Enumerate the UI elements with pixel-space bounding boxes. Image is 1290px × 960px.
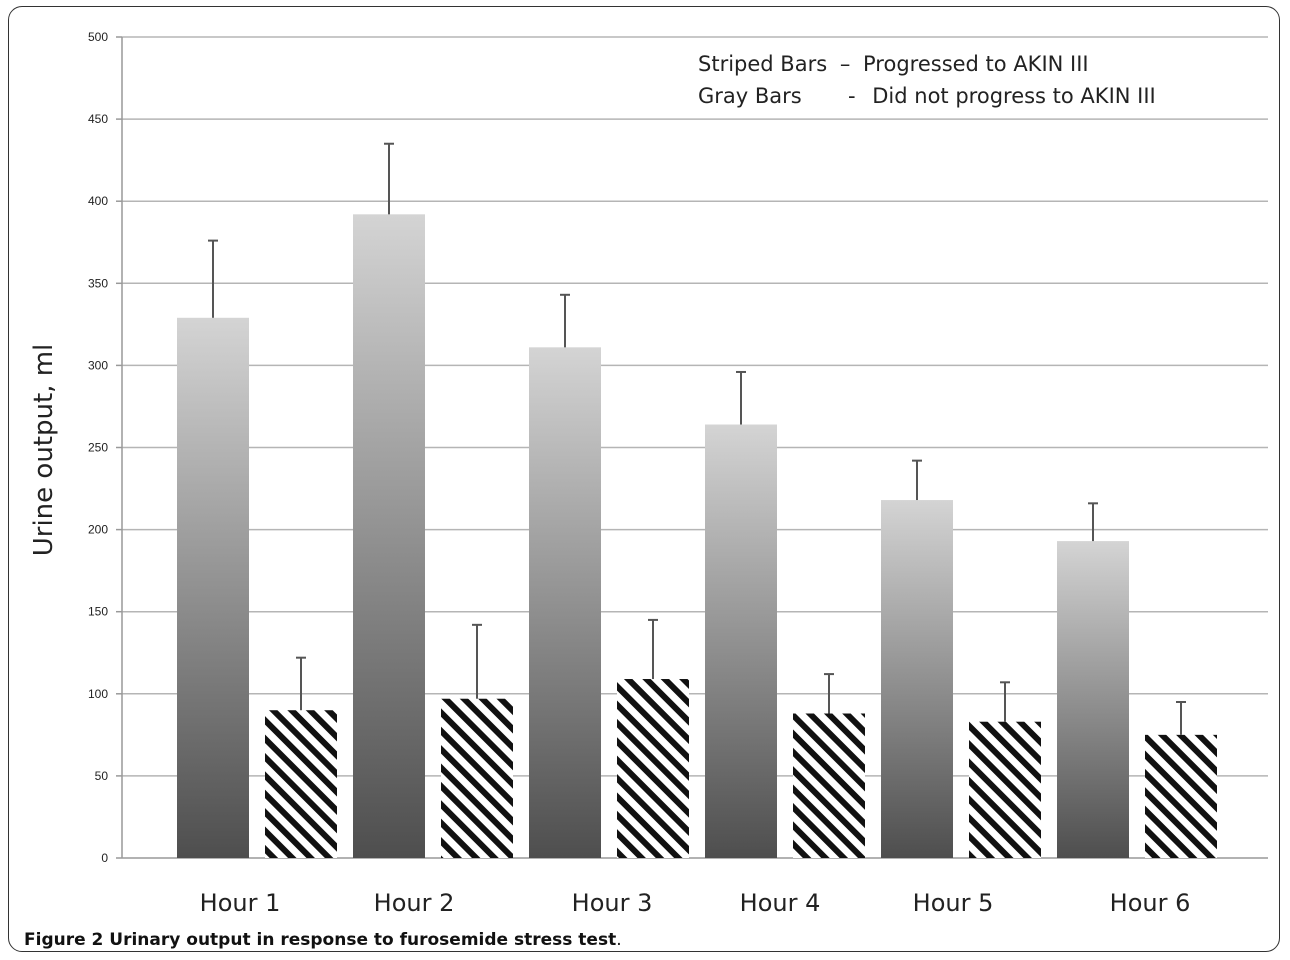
x-category-label-5: Hour 5 <box>913 889 994 917</box>
bar-gray-gradient-6 <box>1057 541 1129 858</box>
bar-gray-gradient-4 <box>705 424 777 858</box>
error-bars <box>208 142 1186 735</box>
y-tick-label-400: 400 <box>88 194 108 208</box>
y-tick-label-300: 300 <box>88 358 108 372</box>
legend-line-striped: Striped Bars – Progressed to AKIN III <box>698 52 1089 76</box>
y-tick-label-250: 250 <box>88 441 108 455</box>
y-tick-label-100: 100 <box>88 687 108 701</box>
bar-gray-gradient-2 <box>353 214 425 858</box>
legend-text-striped: Progressed to AKIN III <box>863 52 1089 76</box>
bar-striped-3 <box>617 679 689 858</box>
x-axis-categories: Hour 1 Hour 2 Hour 3 Hour 4 Hour 5 Hour 6 <box>200 889 1191 917</box>
x-category-label-3: Hour 3 <box>572 889 653 917</box>
caption-rest: . <box>616 930 622 950</box>
caption-bold: Figure 2 Urinary output in response to f… <box>24 930 617 950</box>
bar-striped-2 <box>441 698 513 858</box>
x-category-label-2: Hour 2 <box>374 889 455 917</box>
legend: Striped Bars – Progressed to AKIN III Gr… <box>698 52 1156 108</box>
bar-gray-gradient-5 <box>881 500 953 858</box>
y-tick-label-350: 350 <box>88 276 108 290</box>
y-axis: 0 50 100 150 200 250 300 350 400 450 500 <box>88 30 123 865</box>
y-tick-label-150: 150 <box>88 605 108 619</box>
legend-line-gray: Gray Bars - Did not progress to AKIN III <box>698 84 1156 108</box>
figure-caption: Figure 2 Urinary output in response to f… <box>24 930 622 950</box>
x-category-label-1: Hour 1 <box>200 889 281 917</box>
y-tick-label-0: 0 <box>101 851 108 865</box>
legend-key-striped: Striped Bars <box>698 52 827 76</box>
y-axis-label: Urine output, ml <box>29 344 59 557</box>
y-tick-label-450: 450 <box>88 112 108 126</box>
bar-striped-1 <box>265 710 337 858</box>
bar-striped-5 <box>969 721 1041 858</box>
bar-gray-gradient-1 <box>177 317 249 859</box>
legend-sep-striped: – <box>840 52 851 76</box>
x-category-label-6: Hour 6 <box>1110 889 1191 917</box>
y-tick-label-500: 500 <box>88 30 108 44</box>
x-category-label-4: Hour 4 <box>740 889 821 917</box>
bar-striped-4 <box>793 713 865 858</box>
bars <box>177 214 1217 859</box>
bar-striped-6 <box>1145 734 1217 858</box>
y-tick-label-50: 50 <box>95 769 109 783</box>
y-tick-label-200: 200 <box>88 523 108 537</box>
legend-sep-gray: - <box>848 84 856 108</box>
legend-key-gray: Gray Bars <box>698 84 802 108</box>
legend-text-gray: Did not progress to AKIN III <box>872 84 1155 108</box>
bar-gray-gradient-3 <box>529 347 601 858</box>
